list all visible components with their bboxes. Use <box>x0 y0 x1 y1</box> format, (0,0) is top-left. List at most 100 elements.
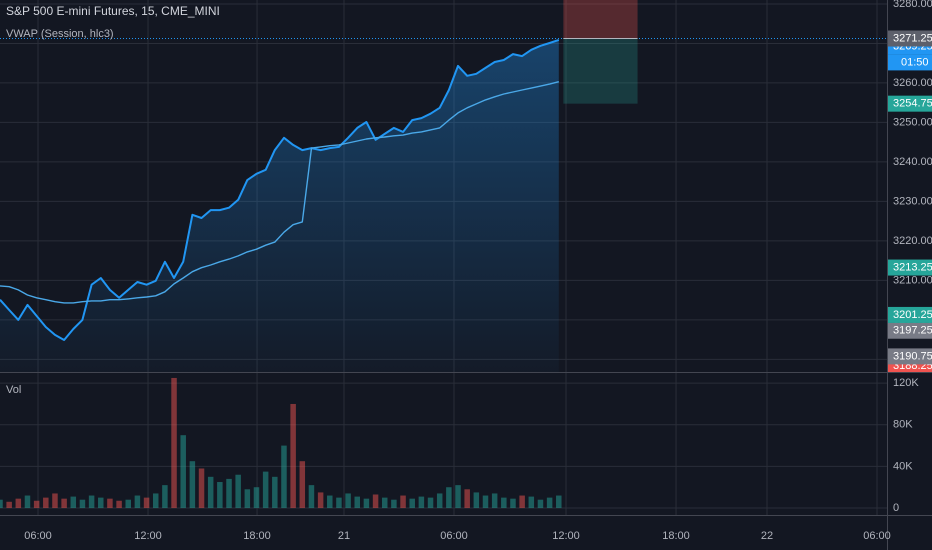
volume-bar <box>125 499 131 509</box>
volume-bar <box>61 498 67 509</box>
price-pane <box>0 0 887 372</box>
price-label-box <box>888 322 932 339</box>
volume-tick-label: 0 <box>893 502 899 514</box>
volume-bar <box>363 498 370 509</box>
volume-bar <box>198 468 205 509</box>
volume-bar <box>262 471 269 509</box>
x-tick-label: 12:00 <box>552 530 580 542</box>
volume-bar <box>317 492 324 509</box>
y-tick-label: 3210.00 <box>893 274 932 286</box>
volume-legend: Vol <box>6 384 21 396</box>
volume-bar <box>299 461 306 509</box>
x-tick-label: 18:00 <box>243 530 271 542</box>
volume-bar <box>253 487 260 509</box>
volume-bar <box>446 487 452 509</box>
price-label: 3197.25 <box>893 325 932 337</box>
volume-bar <box>70 496 77 509</box>
volume-bar <box>189 461 196 509</box>
volume-bar <box>226 478 232 509</box>
price-label: 3254.75 <box>893 98 932 110</box>
axes: 06:00 12:00 18:00 21 06:00 12:00 18:00 22 06:00 0… <box>24 377 919 542</box>
price-label-box <box>888 30 932 47</box>
volume-bar <box>464 489 470 509</box>
price-line <box>0 38 560 341</box>
x-tick-label: 06:00 <box>440 530 468 542</box>
volume-bar <box>98 497 104 509</box>
price-label-box <box>888 95 932 112</box>
volume-bar <box>272 476 278 509</box>
volume-bar <box>391 499 397 509</box>
volume-bar <box>88 495 95 509</box>
volume-tick-label: 120K <box>893 377 919 389</box>
vwap-legend: VWAP (Session, hlc3) <box>6 28 114 40</box>
volume-bar <box>152 493 159 509</box>
volume-bar <box>510 498 516 509</box>
price-label: 3190.75 <box>893 350 932 362</box>
volume-bar <box>528 496 535 509</box>
volume-bar <box>0 499 3 509</box>
countdown-box <box>888 54 932 71</box>
x-tick-label: 18:00 <box>662 530 690 542</box>
volume-bar <box>244 489 251 509</box>
volume-bar <box>6 501 12 509</box>
volume-bar <box>281 445 287 509</box>
volume-bar <box>556 495 562 509</box>
volume-bar <box>24 495 31 509</box>
volume-bar <box>409 498 415 509</box>
volume-bar <box>207 476 214 509</box>
volume-bar <box>519 495 525 509</box>
price-label: 3188.25 <box>893 360 932 372</box>
volume-bar <box>217 482 223 509</box>
price-label-box <box>888 259 932 276</box>
x-tick-label: 22 <box>761 530 773 542</box>
volume-bar <box>482 495 489 509</box>
y-tick-label: 3220.00 <box>893 235 932 247</box>
volume-bar <box>52 493 58 509</box>
volume-bar <box>15 498 22 509</box>
volume-bar <box>43 497 49 509</box>
countdown-label: 01:50 <box>901 56 929 68</box>
target-zone <box>563 38 638 104</box>
price-area <box>0 39 559 372</box>
volume-bar <box>418 496 425 509</box>
volume-bar <box>491 493 498 509</box>
symbol-title: S&P 500 E-mini Futures, 15, CME_MINI <box>6 4 220 18</box>
vwap-line <box>0 81 559 304</box>
x-tick-label: 12:00 <box>134 530 162 542</box>
volume-bar <box>235 474 241 509</box>
volume-tick-label: 40K <box>893 460 913 472</box>
volume-bar <box>162 485 168 509</box>
volume-bar <box>427 497 434 509</box>
volume-bar <box>134 495 141 509</box>
price-label-box <box>888 306 932 323</box>
price-label: 3271.25 <box>893 32 932 44</box>
stop-zone <box>563 0 638 39</box>
x-tick-label: 06:00 <box>863 530 891 542</box>
volume-bar <box>171 377 177 509</box>
price-label: 3213.25 <box>893 261 932 273</box>
y-tick-label: 3230.00 <box>893 195 932 207</box>
y-tick-label: 3280.00 <box>893 0 932 10</box>
volume-bar <box>180 435 186 509</box>
x-tick-label: 21 <box>338 530 350 542</box>
volume-bar <box>143 497 150 509</box>
volume-pane <box>0 377 562 509</box>
volume-tick-label: 80K <box>893 419 913 431</box>
volume-bar <box>107 498 113 509</box>
y-tick-label: 3240.00 <box>893 156 932 168</box>
volume-bar <box>436 493 443 509</box>
volume-bar <box>455 485 461 509</box>
price-label: 3201.25 <box>893 309 932 321</box>
volume-bar <box>501 497 507 509</box>
volume-bar <box>33 500 40 509</box>
x-tick-label: 06:00 <box>24 530 52 542</box>
volume-bar <box>546 497 553 509</box>
volume-bar <box>381 497 388 509</box>
price-labels: 3280.003270.003260.003250.003240.003230.… <box>888 0 932 372</box>
volume-bar <box>354 496 361 509</box>
volume-bar <box>308 485 315 509</box>
price-label-box <box>888 348 932 365</box>
volume-bar <box>345 493 351 509</box>
